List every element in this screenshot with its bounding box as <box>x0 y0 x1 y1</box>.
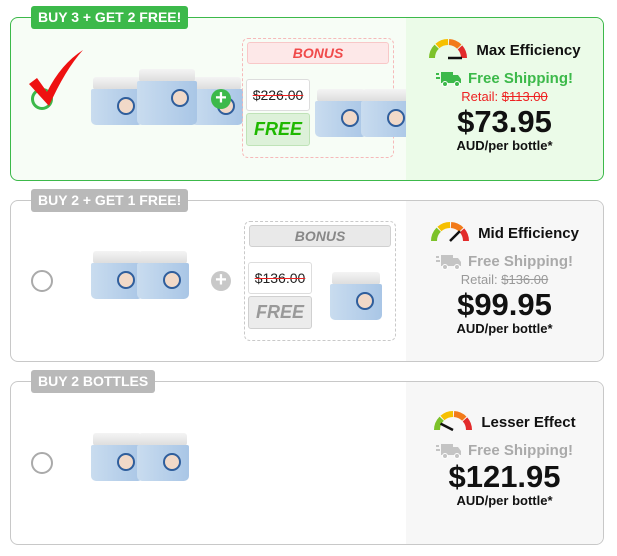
shipping-label: Free Shipping! <box>468 70 573 87</box>
product-jar <box>137 69 197 125</box>
offer-card[interactable]: BUY 3 + GET 2 FREE! + BONUS $226.00 FREE … <box>10 6 604 181</box>
checkmark-icon <box>29 50 83 106</box>
bonus-free-label: FREE <box>248 296 312 329</box>
product-image <box>91 433 189 481</box>
price-unit: AUD/per bottle* <box>456 321 553 336</box>
offer-price: $73.95 <box>457 104 552 139</box>
product-image <box>91 251 189 299</box>
retail-price: Retail: $113.00 <box>406 89 603 104</box>
product-jar <box>137 433 189 481</box>
bonus-box: BONUS $226.00 FREE <box>242 38 413 158</box>
product-jar <box>91 433 143 481</box>
bonus-product-image <box>315 89 413 137</box>
retail-label: Retail: <box>460 272 498 287</box>
offer-price: $121.95 <box>448 459 561 494</box>
plus-circle-icon: + <box>211 88 231 109</box>
shipping-label: Free Shipping! <box>468 253 573 270</box>
price-unit: AUD/per bottle* <box>456 138 553 153</box>
bonus-product-image <box>330 272 382 320</box>
efficiency-label: Max Efficiency <box>476 41 581 59</box>
speedometer-icon <box>431 222 470 242</box>
offer-badge: BUY 3 + GET 2 FREE! <box>31 6 189 29</box>
retail-value: $136.00 <box>501 272 549 287</box>
offer-price: $99.95 <box>457 287 552 322</box>
price-panel: Max Efficiency Free Shipping! Retail: $1… <box>406 18 603 180</box>
bonus-label: BONUS <box>249 225 391 247</box>
price-panel: Mid Efficiency Free Shipping! Retail: $1… <box>406 201 603 361</box>
product-jar <box>315 89 367 137</box>
bonus-free-label: FREE <box>246 113 310 146</box>
efficiency-label: Lesser Effect <box>481 413 576 431</box>
offer-radio[interactable] <box>31 452 53 474</box>
bonus-old-price: $136.00 <box>248 262 312 294</box>
product-image <box>91 69 243 125</box>
shipping-label: Free Shipping! <box>468 442 573 459</box>
retail-value: $113.00 <box>501 89 548 104</box>
offer-card[interactable]: BUY 2 + GET 1 FREE! + BONUS $136.00 FREE … <box>10 189 604 362</box>
product-jar <box>91 77 143 125</box>
price-unit: AUD/per bottle* <box>456 493 553 508</box>
product-jar <box>330 272 382 320</box>
efficiency-label: Mid Efficiency <box>478 224 579 242</box>
truck-icon <box>436 443 461 459</box>
plus-circle-icon: + <box>211 270 231 291</box>
product-jar <box>137 251 189 299</box>
offer-radio[interactable] <box>31 270 53 292</box>
price-panel: Lesser Effect Free Shipping! $121.95 AUD… <box>406 382 603 544</box>
offer-badge: BUY 2 + GET 1 FREE! <box>31 189 189 212</box>
product-jar <box>361 89 413 137</box>
bonus-old-price: $226.00 <box>246 79 310 111</box>
offer-badge: BUY 2 BOTTLES <box>31 370 156 393</box>
retail-label: Retail: <box>461 89 499 104</box>
speedometer-icon <box>429 39 468 60</box>
retail-price: Retail: $136.00 <box>406 272 603 287</box>
product-jar <box>91 251 143 299</box>
truck-icon <box>436 254 461 270</box>
speedometer-icon <box>434 411 473 432</box>
bonus-box: BONUS $136.00 FREE <box>244 221 396 341</box>
bonus-label: BONUS <box>247 42 389 64</box>
offer-card[interactable]: BUY 2 BOTTLES Lesser Effect Free Shippin… <box>10 370 604 545</box>
truck-icon <box>436 71 461 87</box>
